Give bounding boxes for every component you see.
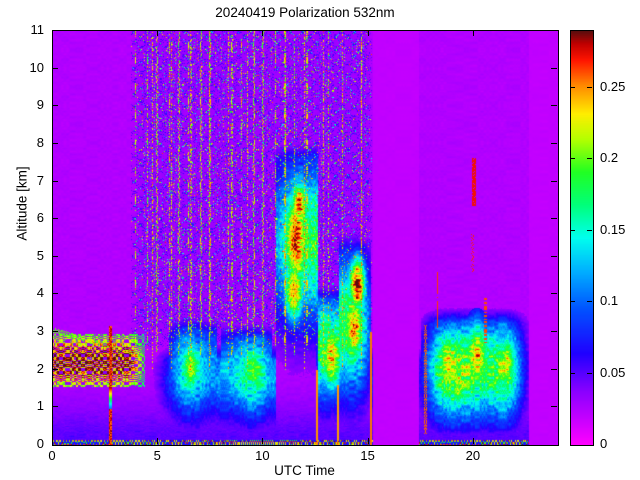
x-tick-mark [472,30,474,36]
colorbar-tick-mark [570,158,575,160]
y-tick-mark [52,406,58,408]
y-tick-label: 1 [36,398,44,414]
y-tick-mark [52,331,58,333]
y-tick-label: 7 [36,172,44,188]
x-tick-label: 5 [153,448,161,463]
y-tick-mark [551,180,557,182]
heatmap-canvas [53,31,558,445]
y-tick-mark [52,293,58,295]
colorbar-tick-label: 0.1 [600,293,619,309]
chart-title: 20240419 Polarization 532nm [215,5,395,20]
x-tick-mark [157,438,159,444]
y-tick-label: 5 [36,247,44,263]
colorbar-tick-mark [587,229,592,231]
y-tick-mark [551,218,557,220]
x-tick-label: 0 [48,448,56,463]
colorbar-tick-mark [570,87,575,89]
y-tick-label: 6 [36,210,44,226]
y-tick-label: 2 [36,360,44,376]
y-tick-mark [551,368,557,370]
x-tick-mark [472,438,474,444]
colorbar-tick-mark [587,372,592,374]
x-tick-label: 20 [465,448,481,463]
y-tick-mark [551,67,557,69]
x-axis-label: UTC Time [274,463,335,478]
colorbar-tick-mark [570,229,575,231]
y-tick-mark [551,406,557,408]
y-tick-mark [52,67,58,69]
y-tick-label: 4 [36,285,44,301]
colorbar [570,30,594,446]
x-tick-mark [262,438,264,444]
y-tick-mark [52,255,58,257]
plot-area [52,30,559,446]
y-tick-mark [52,142,58,144]
y-tick-mark [551,331,557,333]
y-tick-mark [551,255,557,257]
colorbar-tick-label: 0.2 [600,150,619,166]
colorbar-tick-mark [587,301,592,303]
colorbar-tick-mark [570,301,575,303]
x-tick-label: 10 [255,448,270,463]
y-tick-label: 0 [36,436,44,451]
colorbar-tick-mark [570,372,575,374]
y-tick-label: 8 [36,134,44,150]
y-tick-label: 10 [29,59,44,75]
x-tick-mark [367,438,369,444]
colorbar-tick-mark [587,87,592,89]
y-tick-mark [52,105,58,107]
x-tick-label: 15 [360,448,375,463]
y-axis-label: Altitude [km] [14,166,30,241]
colorbar-tick-mark [587,158,592,160]
y-tick-mark [551,142,557,144]
y-tick-mark [52,368,58,370]
x-tick-mark [262,30,264,36]
y-tick-label: 9 [36,97,44,113]
y-tick-label: 11 [30,22,45,37]
y-tick-mark [551,105,557,107]
colorbar-gradient [571,31,593,445]
y-tick-label: 3 [36,323,44,339]
y-tick-mark [551,293,557,295]
x-tick-mark [157,30,159,36]
colorbar-tick-label: 0.25 [600,79,626,95]
colorbar-tick-label: 0.15 [600,221,626,237]
colorbar-tick-label: 0.05 [600,364,626,380]
x-tick-mark [367,30,369,36]
y-tick-mark [52,218,58,220]
colorbar-tick-label: 0 [600,436,608,451]
y-tick-mark [52,180,58,182]
